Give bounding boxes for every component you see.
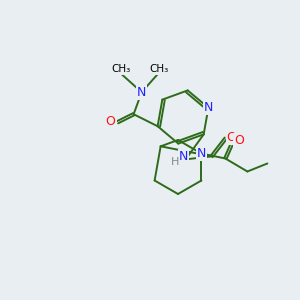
- Text: CH₃: CH₃: [111, 64, 130, 74]
- Text: CH₃: CH₃: [149, 64, 168, 74]
- Text: H: H: [170, 158, 179, 167]
- Text: N: N: [137, 86, 146, 99]
- Text: N: N: [179, 150, 188, 163]
- Text: N: N: [197, 147, 206, 160]
- Text: N: N: [204, 101, 213, 114]
- Text: O: O: [106, 115, 116, 128]
- Text: O: O: [227, 131, 237, 144]
- Text: O: O: [234, 134, 244, 147]
